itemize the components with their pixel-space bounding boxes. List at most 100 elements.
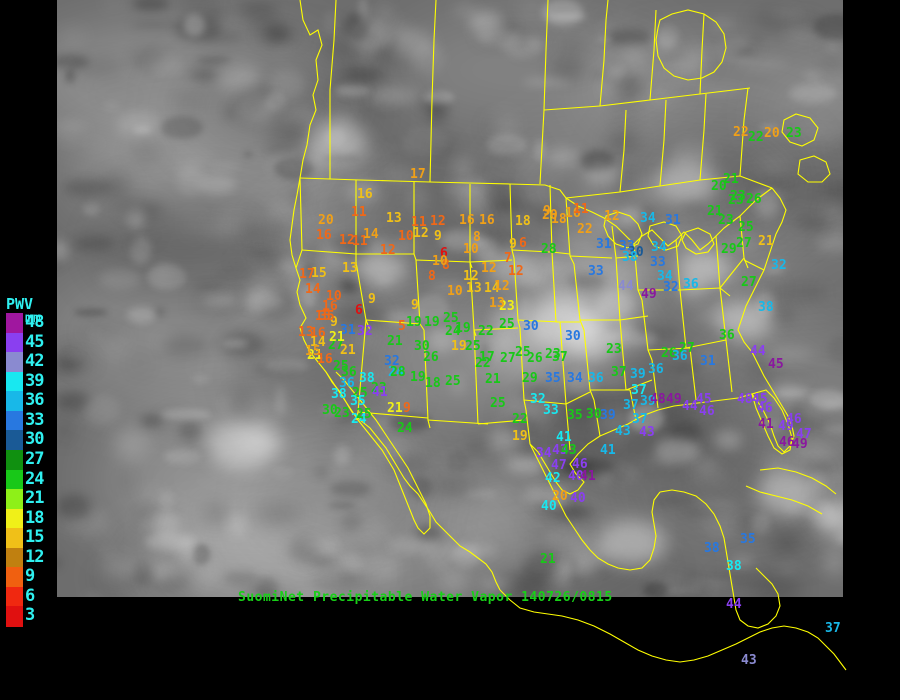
legend-swatch xyxy=(6,430,23,451)
station-pwv-value: 34 xyxy=(536,446,552,461)
station-pwv-value: 46 xyxy=(786,412,802,427)
station-pwv-value: 24 xyxy=(397,421,413,436)
station-pwv-value: 10 xyxy=(326,289,342,304)
station-pwv-value: 32 xyxy=(384,354,400,369)
station-pwv-value: 31 xyxy=(596,237,612,252)
station-pwv-value: 35 xyxy=(545,371,561,386)
station-pwv-value: 10 xyxy=(447,284,463,299)
station-pwv-value: 45 xyxy=(696,392,712,407)
station-pwv-value: 13 xyxy=(489,296,505,311)
station-pwv-value: 26 xyxy=(661,346,677,361)
legend-swatch xyxy=(6,449,23,471)
station-pwv-value: 37 xyxy=(623,398,639,413)
station-pwv-value: 16 xyxy=(310,326,326,341)
station-pwv-value: 34 xyxy=(657,269,673,284)
station-pwv-value: 29 xyxy=(522,371,538,386)
station-pwv-value: 27 xyxy=(679,341,695,356)
station-pwv-value: 48 xyxy=(650,392,666,407)
legend-swatch xyxy=(6,547,23,568)
station-pwv-value: 43 xyxy=(615,424,631,439)
station-pwv-value: 24 xyxy=(388,365,404,380)
legend-swatch xyxy=(6,528,23,549)
legend-swatch xyxy=(6,586,23,608)
legend-tick: 45 xyxy=(25,331,45,352)
station-pwv-value: 44 xyxy=(750,344,766,359)
station-pwv-value: 25 xyxy=(490,396,506,411)
station-pwv-value: 43 xyxy=(561,443,577,458)
legend-tick: 30 xyxy=(25,429,45,450)
station-pwv-value: 22 xyxy=(512,412,528,427)
station-pwv-value: 21 xyxy=(758,234,774,249)
legend-swatch xyxy=(6,567,23,588)
station-pwv-value: 16 xyxy=(479,213,495,228)
legend-swatch xyxy=(6,371,23,392)
station-pwv-value: 8 xyxy=(473,230,481,245)
station-pwv-value: 23 xyxy=(334,406,350,421)
legend-tick: 6 xyxy=(25,585,35,606)
station-pwv-value: 33 xyxy=(619,239,635,254)
station-pwv-value: 25 xyxy=(352,386,368,401)
legend-swatch xyxy=(6,313,23,334)
station-pwv-value: 12 xyxy=(604,209,620,224)
station-pwv-value: 40 xyxy=(568,469,584,484)
legend-tick: 39 xyxy=(25,370,45,391)
station-pwv-value: 47 xyxy=(796,427,812,442)
station-pwv-value: 25 xyxy=(738,220,754,235)
station-pwv-value: 15 xyxy=(315,309,331,324)
station-pwv-value: 25 xyxy=(445,374,461,389)
station-pwv-value: 30 xyxy=(586,407,602,422)
station-pwv-value: 17 xyxy=(479,350,495,365)
station-pwv-value: 36 xyxy=(683,277,699,292)
station-pwv-value: 13 xyxy=(386,211,402,226)
station-pwv-value: 25 xyxy=(499,317,515,332)
station-pwv-value: 31 xyxy=(665,213,681,228)
station-pwv-value: 17 xyxy=(299,267,315,282)
station-pwv-value: 27 xyxy=(736,236,752,251)
legend-tick: 15 xyxy=(25,527,45,548)
station-pwv-value: 38 xyxy=(331,387,347,402)
station-pwv-value: 28 xyxy=(390,365,406,380)
station-pwv-value: 18 xyxy=(515,214,531,229)
station-pwv-value: 37 xyxy=(552,350,568,365)
station-pwv-value: 17 xyxy=(410,167,426,182)
station-pwv-value: 22 xyxy=(577,222,593,237)
station-pwv-value: 19 xyxy=(451,339,467,354)
station-pwv-value: 19 xyxy=(455,321,471,336)
station-pwv-value: 21 xyxy=(340,343,356,358)
station-pwv-value: 23 xyxy=(728,193,744,208)
legend-tick: 42 xyxy=(25,351,45,372)
station-pwv-value: 24 xyxy=(445,324,461,339)
station-pwv-value: 23 xyxy=(718,213,734,228)
station-pwv-value: 30 xyxy=(628,245,644,260)
station-pwv-value: 19 xyxy=(410,370,426,385)
station-pwv-value: 26 xyxy=(527,351,543,366)
station-pwv-value: 41 xyxy=(600,443,616,458)
station-pwv-value: 16 xyxy=(565,206,581,221)
station-pwv-value: 41 xyxy=(580,469,596,484)
station-pwv-value: 13 xyxy=(342,261,358,276)
station-pwv-value: 14 xyxy=(305,282,321,297)
station-pwv-value: 40 xyxy=(541,499,557,514)
legend-unit: mm xyxy=(25,311,41,326)
station-pwv-value: 41 xyxy=(758,417,774,432)
station-pwv-value: 47 xyxy=(551,458,567,473)
station-pwv-value: 49 xyxy=(641,287,657,302)
station-pwv-value: 20 xyxy=(318,213,334,228)
station-pwv-value: 26 xyxy=(423,350,439,365)
station-pwv-value: 23 xyxy=(786,126,802,141)
station-pwv-value: 22 xyxy=(748,130,764,145)
station-pwv-value: 6 xyxy=(519,236,527,251)
station-pwv-value: 26 xyxy=(746,192,762,207)
station-pwv-value: 13 xyxy=(298,325,314,340)
station-pwv-value: 30 xyxy=(565,329,581,344)
station-pwv-value: 44 xyxy=(726,597,742,612)
station-pwv-value: 32 xyxy=(530,392,546,407)
legend-tick: 27 xyxy=(25,448,45,469)
station-pwv-value: 14 xyxy=(484,281,500,296)
station-pwv-value: 11 xyxy=(573,202,589,217)
legend-swatch xyxy=(6,332,23,353)
station-pwv-value: 49 xyxy=(792,437,808,452)
station-pwv-value: 20 xyxy=(542,208,558,223)
station-pwv-value: 32 xyxy=(663,280,679,295)
